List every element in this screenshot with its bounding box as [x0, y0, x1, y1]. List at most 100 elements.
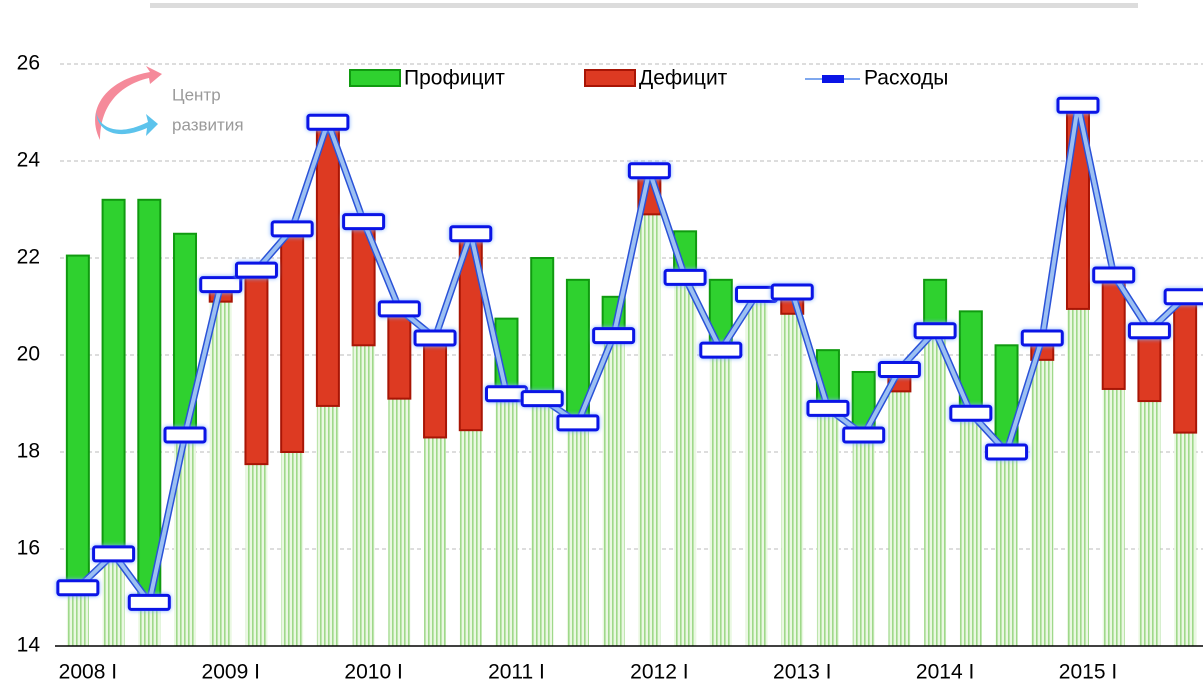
expense-line: [76, 103, 1187, 605]
expense-marker: [627, 162, 671, 180]
base-bar: [245, 464, 268, 646]
x-tick-label: 2012 I: [630, 661, 688, 684]
expense-marker: [270, 220, 314, 238]
base-bar: [174, 435, 197, 646]
logo: Центр развития: [95, 66, 244, 140]
base-bar: [1174, 432, 1197, 646]
expense-marker: [735, 285, 779, 303]
expense-marker: [342, 213, 386, 231]
deficit-bar: [387, 307, 412, 400]
base-bar: [1031, 359, 1054, 646]
base-bar: [888, 391, 911, 646]
base-bar: [459, 430, 482, 646]
base-bar: [674, 277, 697, 646]
base-bar: [566, 422, 589, 646]
expense-marker: [1092, 266, 1136, 284]
x-tick-label: 2009 I: [202, 661, 260, 684]
base-bar: [352, 345, 375, 646]
legend-marker: [822, 75, 844, 83]
base-bar: [638, 214, 661, 646]
expense-marker: [56, 579, 100, 597]
surplus-bar: [101, 198, 126, 555]
base-bar: [316, 405, 339, 646]
y-tick-label: 20: [17, 343, 40, 366]
y-tick-label: 26: [17, 52, 40, 75]
expense-marker: [770, 283, 814, 301]
base-bar: [959, 413, 982, 646]
expense-marker: [520, 390, 564, 408]
base-bar: [281, 452, 304, 646]
surplus-bar: [137, 198, 162, 604]
deficit-bar: [1173, 295, 1198, 434]
expense-marker: [234, 261, 278, 279]
expense-marker: [377, 300, 421, 318]
base-bar: [531, 398, 554, 646]
surplus-bar: [530, 257, 555, 400]
expense-marker: [663, 268, 707, 286]
base-bar: [816, 408, 839, 646]
x-tick-label: 2015 I: [1059, 661, 1117, 684]
deficit-bar: [1137, 329, 1162, 403]
expense-marker: [163, 426, 207, 444]
x-tick-label: 2011 I: [488, 661, 545, 684]
expense-marker: [806, 399, 850, 417]
base-bar: [209, 301, 232, 646]
x-tick-label: 2013 I: [773, 661, 831, 684]
y-tick-label: 14: [17, 634, 41, 657]
expense-marker: [842, 426, 886, 444]
expense-marker: [592, 327, 636, 345]
x-tick-label: 2008 I: [59, 661, 117, 684]
surplus-bar: [65, 254, 90, 589]
base-bar: [602, 335, 625, 646]
base-bar: [66, 587, 89, 646]
logo-arrow: [96, 112, 158, 136]
base-bar: [924, 330, 947, 646]
y-tick-label: 24: [17, 149, 41, 172]
y-tick-label: 16: [17, 537, 40, 560]
base-bar: [424, 437, 447, 646]
logo-text: Центр: [172, 85, 221, 104]
base-bar: [1138, 401, 1161, 646]
expense-marker: [949, 404, 993, 422]
x-tick-label: 2014 I: [916, 661, 974, 684]
expense-marker: [1163, 288, 1203, 306]
expense-marker: [1056, 96, 1100, 114]
expense-marker: [484, 385, 528, 403]
expense-marker: [556, 414, 600, 432]
deficit-bar: [280, 227, 305, 453]
expense-marker: [92, 545, 136, 563]
y-tick-label: 18: [17, 440, 40, 463]
expense-marker: [127, 593, 171, 611]
base-bar: [138, 602, 161, 646]
top-rule: [150, 3, 1138, 8]
base-bar: [995, 452, 1018, 646]
expense-marker: [413, 329, 457, 347]
logo-text: развития: [172, 115, 244, 134]
legend-label: Профицит: [404, 67, 505, 90]
base-bar: [852, 435, 875, 646]
expense-line-glow: [75, 101, 1188, 606]
legend-swatch: [349, 69, 401, 87]
expense-marker: [449, 225, 493, 243]
base-bar: [1102, 388, 1125, 646]
x-tick-label: 2010 I: [344, 661, 402, 684]
deficit-bar: [423, 337, 448, 439]
deficit-bar: [315, 121, 340, 407]
expense-marker: [985, 443, 1029, 461]
legend-label: Расходы: [864, 67, 948, 90]
expense-marker: [199, 276, 243, 294]
base-bar: [1066, 308, 1089, 646]
logo-arrow: [95, 66, 162, 140]
expense-marker: [877, 361, 921, 379]
expense-marker: [699, 341, 743, 359]
legend-swatch: [584, 69, 636, 87]
base-bar: [745, 294, 768, 646]
base-bar: [709, 350, 732, 646]
base-bar: [781, 313, 804, 646]
deficit-bar: [244, 269, 269, 466]
legend-label: Дефицит: [639, 67, 728, 90]
expense-marker: [306, 113, 350, 131]
base-bar: [388, 398, 411, 646]
base-bar: [495, 393, 518, 646]
